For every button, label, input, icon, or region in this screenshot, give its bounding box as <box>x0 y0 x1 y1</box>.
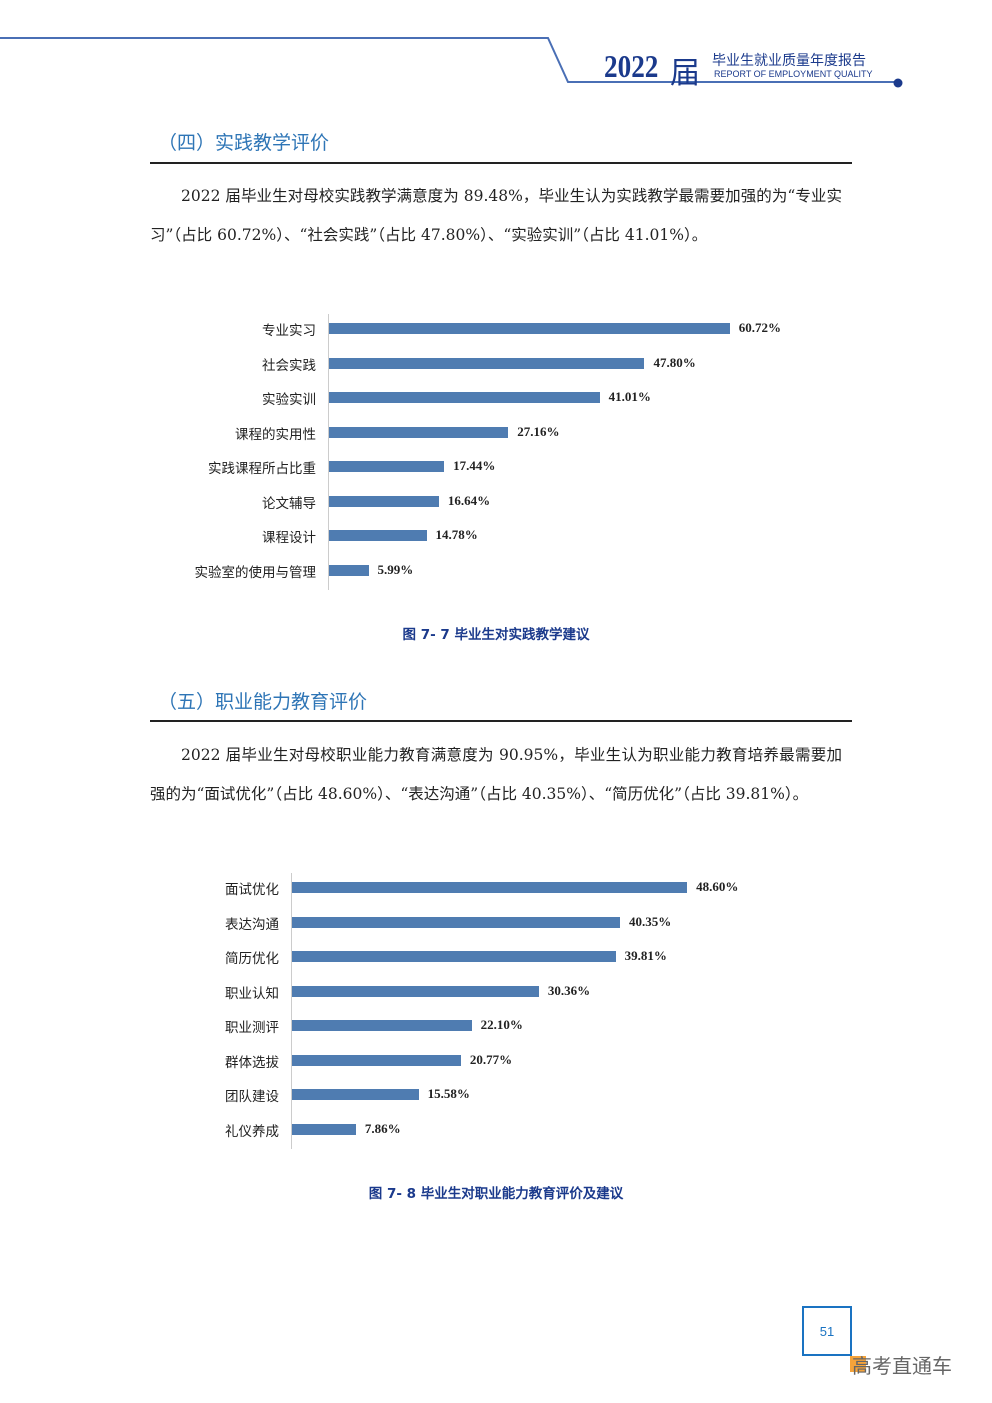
bar <box>329 461 445 472</box>
category-label: 职业测评 <box>225 1020 279 1036</box>
bar <box>292 1054 461 1066</box>
bar <box>292 1020 472 1031</box>
data-label: 17.44% <box>453 458 496 473</box>
category-label: 课程的实用性 <box>235 426 316 443</box>
data-label: 22.10% <box>480 1017 523 1032</box>
y-axis-line <box>328 314 329 590</box>
data-label: 47.80% <box>653 354 696 370</box>
y-axis-line <box>291 873 292 1149</box>
data-label: 5.99% <box>377 561 414 577</box>
data-label: 39.81% <box>624 948 667 963</box>
category-label: 表达沟通 <box>225 916 279 933</box>
data-label: 40.35% <box>629 913 672 929</box>
bar <box>292 1089 419 1100</box>
header-year: 2022 <box>604 48 659 84</box>
data-label: 27.16% <box>517 423 560 439</box>
data-label: 30.36% <box>547 982 591 998</box>
category-label: 专业实习 <box>262 323 316 339</box>
bar <box>329 564 369 576</box>
category-label: 面试优化 <box>225 882 279 898</box>
category-label: 论文辅导 <box>262 495 316 512</box>
bar <box>292 916 621 928</box>
section-divider <box>150 720 852 722</box>
bar <box>329 357 645 369</box>
data-label: 20.77% <box>469 1051 513 1067</box>
category-label: 课程设计 <box>262 530 316 546</box>
watermark: 高考直通车 <box>852 1354 952 1378</box>
data-label: 15.58% <box>427 1086 470 1101</box>
header-decoration <box>0 37 903 88</box>
watermark-logo-icon <box>850 1356 866 1372</box>
data-label: 48.60% <box>696 879 739 894</box>
header-suffix: 届 <box>670 56 700 91</box>
category-label: 团队建设 <box>225 1089 279 1105</box>
bar <box>329 530 427 541</box>
section-paragraph: 2022 届毕业生对母校职业能力教育满意度为 90.95%，毕业生认为职业能力教… <box>150 746 842 803</box>
category-label: 职业认知 <box>225 985 279 1002</box>
figure-caption: 图 7- 8 毕业生对职业能力教育评价及建议 <box>368 1186 624 1202</box>
category-label: 实验室的使用与管理 <box>194 564 317 581</box>
bar <box>292 882 688 893</box>
figure-caption: 图 7- 7 毕业生对实践教学建议 <box>402 627 590 643</box>
category-label: 礼仪养成 <box>225 1123 279 1140</box>
bar <box>329 323 730 334</box>
data-label: 14.78% <box>435 527 478 542</box>
section-divider <box>150 162 852 164</box>
category-label: 群体选拔 <box>225 1054 279 1071</box>
bar <box>329 392 600 403</box>
category-label: 简历优化 <box>225 951 279 967</box>
bar <box>292 985 539 997</box>
section-title: （四）实践教学评价 <box>158 132 330 154</box>
page-number: 51 <box>802 1306 852 1356</box>
bar <box>292 951 616 962</box>
data-label: 16.64% <box>447 492 491 508</box>
data-label: 60.72% <box>738 320 781 335</box>
header-title-en: REPORT OF EMPLOYMENT QUALITY <box>714 69 873 79</box>
bar <box>329 495 439 507</box>
bar <box>292 1123 356 1135</box>
data-label: 41.01% <box>608 389 651 404</box>
header-title-cn: 毕业生就业质量年度报告 <box>712 53 866 69</box>
category-label: 实验实训 <box>262 392 316 408</box>
section-paragraph: 2022 届毕业生对母校实践教学满意度为 89.48%，毕业生认为实践教学最需要… <box>150 187 842 244</box>
data-label: 7.86% <box>364 1120 401 1136</box>
section-title: （五）职业能力教育评价 <box>158 691 368 713</box>
category-label: 实践课程所占比重 <box>208 461 316 477</box>
category-label: 社会实践 <box>262 357 316 374</box>
bar <box>329 426 509 438</box>
